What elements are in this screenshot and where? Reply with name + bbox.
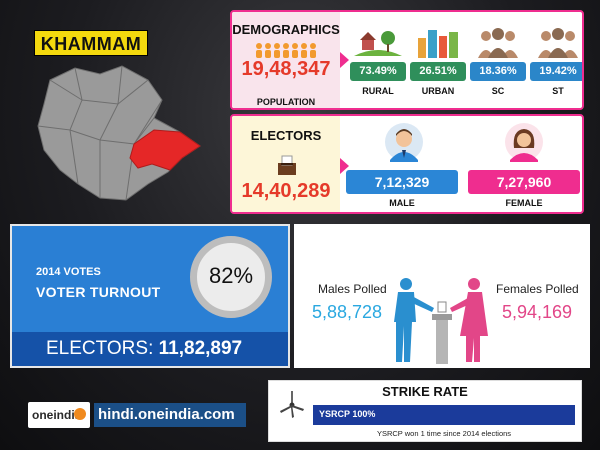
polled-panel: Males Polled 5,88,728 Females Polled 5,9… — [294, 224, 590, 368]
group-icon — [538, 28, 578, 58]
ballot-box-icon — [432, 301, 452, 364]
site-link[interactable]: hindi.oneindia.com — [94, 403, 246, 427]
st-label: ST — [552, 86, 564, 96]
male-voter-icon — [394, 278, 434, 362]
demographics-title: DEMOGRAPHICS — [232, 22, 340, 37]
electors-card: ELECTORS 14,40,289 7,12,329 MALE 7,27,96… — [230, 114, 584, 214]
strike-rate-panel: STRIKE RATE YSRCP 100% YSRCP won 1 time … — [268, 380, 582, 442]
state-map — [37, 65, 201, 201]
district-title: KHAMMAM — [34, 30, 148, 56]
logo-dot-icon — [74, 408, 86, 420]
sc-value: 18.36% — [470, 62, 526, 81]
highlighted-district — [129, 129, 201, 171]
demographics-card: DEMOGRAPHICS 19,48,347 POPULATION 73.49%… — [230, 10, 584, 110]
males-polled-label: Males Polled — [318, 282, 387, 296]
chevron-right-icon — [340, 158, 349, 174]
rural-value: 73.49% — [350, 62, 406, 81]
population-label: POPULATION — [256, 97, 316, 107]
city-icon — [418, 30, 458, 58]
females-polled-label: Females Polled — [496, 282, 579, 296]
ceiling-fan-icon — [280, 391, 304, 418]
category-st: 19.42% ST — [530, 22, 582, 102]
male-label: MALE — [389, 198, 415, 208]
category-urban: 26.51% URBAN — [410, 22, 466, 102]
male-electors-value: 7,12,329 — [346, 170, 458, 194]
category-sc: 18.36% SC — [470, 22, 526, 102]
electors-summary: ELECTORS 14,40,289 — [232, 116, 340, 212]
female-voter-icon — [450, 278, 488, 362]
category-rural: 73.49% RURAL — [350, 22, 406, 102]
turnout-percent: 82% — [208, 263, 254, 288]
strike-rate-party: YSRCP 100% — [319, 409, 376, 419]
female-electors-value: 7,27,960 — [468, 170, 580, 194]
st-value: 19.42% — [530, 62, 582, 81]
turnout-electors: ELECTORS: 11,82,897 — [46, 338, 242, 360]
demographics-summary: DEMOGRAPHICS 19,48,347 POPULATION — [232, 12, 340, 108]
chevron-right-icon — [340, 52, 349, 68]
voter-turnout-panel: 2014 VOTES VOTER TURNOUT 82% ELECTORS: 1… — [10, 224, 290, 368]
brand-footer[interactable]: oneindia hindi.oneindia.com — [28, 402, 246, 428]
population-value: 19,48,347 — [241, 58, 331, 80]
female-label: FEMALE — [505, 198, 543, 208]
oneindia-logo[interactable]: oneindia — [28, 402, 90, 428]
strike-rate-bar: YSRCP 100% — [313, 405, 575, 425]
strike-rate-note: YSRCP won 1 time since 2014 elections — [376, 429, 512, 438]
ballot-box-icon — [278, 155, 296, 175]
urban-label: URBAN — [421, 86, 455, 96]
strike-rate-title: STRIKE RATE — [382, 384, 468, 399]
electors-title: ELECTORS — [250, 128, 322, 143]
group-icon — [478, 28, 518, 58]
turnout-percent-ring: 82% — [190, 236, 272, 318]
electors-total: 14,40,289 — [241, 180, 331, 202]
turnout-electors-value: 11,82,897 — [158, 338, 243, 359]
turnout-title: VOTER TURNOUT — [36, 284, 161, 300]
female-avatar-icon — [505, 123, 543, 162]
male-avatar-icon — [385, 123, 423, 162]
brand-logo-text: oneindia — [32, 408, 82, 422]
urban-value: 26.51% — [410, 62, 466, 81]
turnout-electors-bar: ELECTORS: 11,82,897 — [12, 332, 288, 366]
rural-label: RURAL — [362, 86, 394, 96]
males-polled-value: 5,88,728 — [312, 302, 383, 322]
turnout-year-label: 2014 VOTES — [36, 266, 101, 278]
females-polled-value: 5,94,169 — [502, 302, 573, 322]
turnout-electors-label: ELECTORS: — [46, 338, 154, 359]
voting-illustration — [394, 278, 488, 364]
population-icon — [256, 43, 316, 58]
village-icon — [354, 31, 402, 56]
sc-label: SC — [491, 86, 505, 96]
